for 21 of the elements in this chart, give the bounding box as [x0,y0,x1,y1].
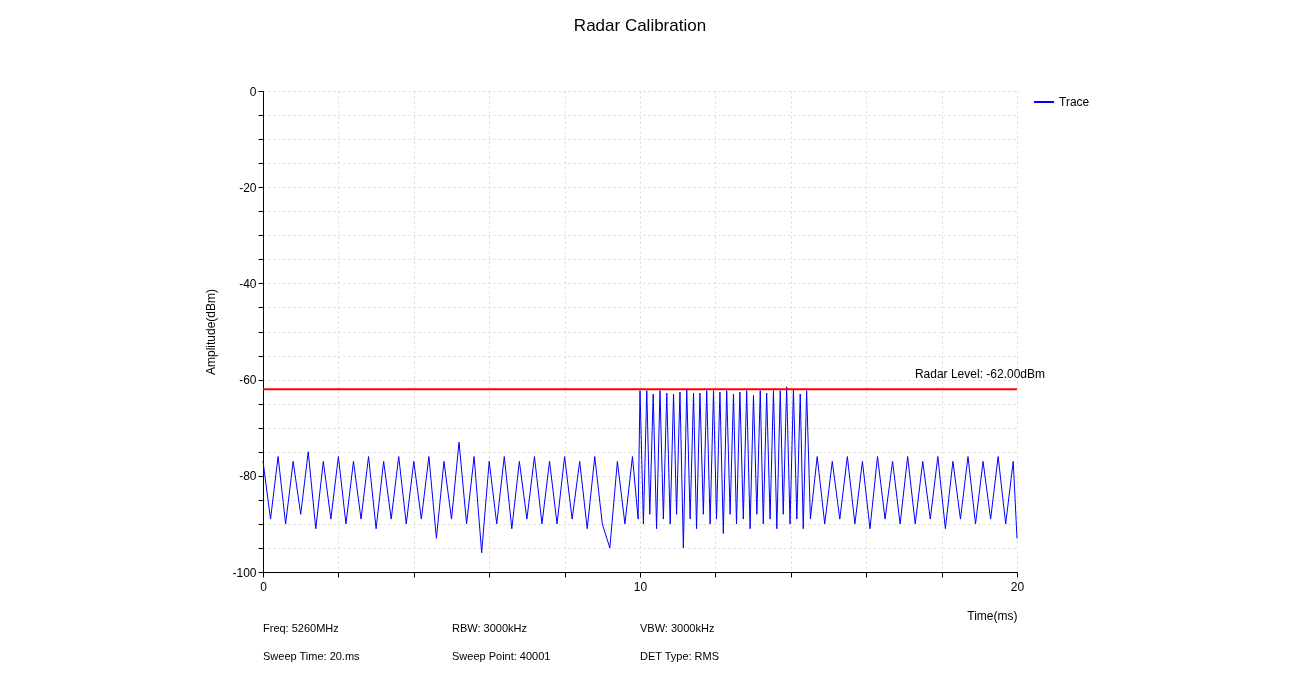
legend-label: Trace [1059,95,1090,109]
chart-title: Radar Calibration [573,16,707,35]
y-tick-label: -40 [239,276,257,291]
line-series [262,386,1018,554]
text: DET Type: RMS [640,650,721,662]
x-tick-label: 20 [1010,579,1025,594]
ref-line-label: Radar Level: -62.00dBm [914,367,1045,382]
x-tick-label: 0 [260,579,268,594]
x-tick-label: 10 [633,579,648,594]
text: Freq: 5260MHz [263,622,340,634]
text: RBW: 3000kHz [452,622,528,634]
text: Sweep Point: 40001 [452,650,552,662]
y-tick-label: 0 [249,84,257,99]
y-tick-label: -60 [239,373,257,388]
y-tick-label: -80 [239,469,257,484]
y-tick-label: -100 [232,565,257,580]
text: VBW: 3000kHz [640,622,716,634]
text: Sweep Time: 20.ms [263,650,361,662]
y-tick-label: -20 [239,180,257,195]
y-axis-title: Amplitude(dBm) [204,288,219,376]
x-axis-title: Time(ms) [967,608,1018,623]
